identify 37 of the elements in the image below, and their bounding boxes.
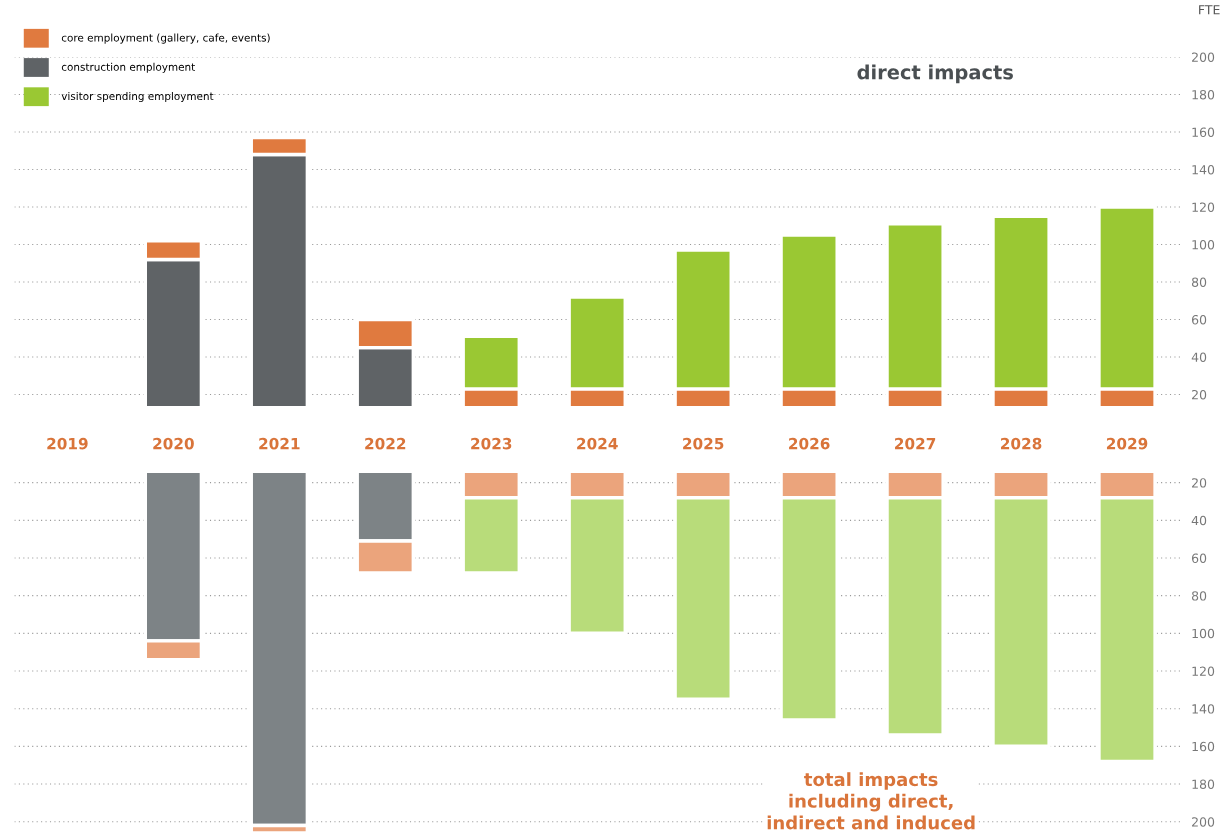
x-tick-label: 2027 (895, 437, 936, 450)
y-tick-label: 160 (1192, 127, 1215, 137)
x-tick-label: 2020 (153, 437, 194, 450)
text: total impacts including direct, indirect and induced (767, 772, 975, 830)
y-tick-label: 40 (1191, 515, 1207, 526)
y-tick-label: 140 (1192, 164, 1215, 175)
x-tick-label: 2029 (1106, 437, 1148, 450)
legend-label: core employment (gallery, cafe, events) (61, 33, 270, 44)
y-tick-label: 200 (1192, 52, 1215, 62)
x-tick-label: 2022 (365, 437, 406, 450)
y-tick-label: 160 (1192, 741, 1215, 752)
y-tick-label: 140 (1192, 704, 1215, 714)
x-tick-label: 2019 (47, 437, 88, 450)
legend-label: construction employment (61, 62, 195, 73)
x-tick-label: 2025 (683, 437, 724, 450)
x-tick-label: 2026 (789, 437, 830, 450)
y-tick-label: 180 (1192, 89, 1215, 100)
x-tick-label: 2028 (1001, 437, 1042, 450)
y-tick-label: 20 (1192, 478, 1207, 488)
y-axis-title: FTE (1199, 5, 1220, 15)
x-tick-label: 2023 (471, 437, 512, 450)
y-tick-label: 120 (1192, 202, 1215, 212)
chart-title: direct impacts (857, 64, 1013, 84)
y-tick-label: 80 (1191, 591, 1207, 601)
y-tick-label: 20 (1192, 389, 1207, 400)
y-tick-label: 100 (1192, 239, 1215, 250)
y-tick-label: 60 (1191, 553, 1207, 563)
y-tick-label: 40 (1191, 352, 1207, 362)
x-tick-label: 2021 (259, 437, 300, 450)
x-tick-label: 2024 (577, 437, 618, 450)
y-tick-label: 200 (1192, 817, 1215, 827)
legend-label: visitor spending employment (61, 92, 214, 103)
y-tick-label: 80 (1191, 277, 1207, 287)
y-tick-label: 180 (1192, 779, 1215, 789)
y-tick-label: 60 (1191, 314, 1207, 325)
y-tick-label: 120 (1192, 666, 1215, 676)
y-tick-label: 100 (1192, 628, 1215, 639)
